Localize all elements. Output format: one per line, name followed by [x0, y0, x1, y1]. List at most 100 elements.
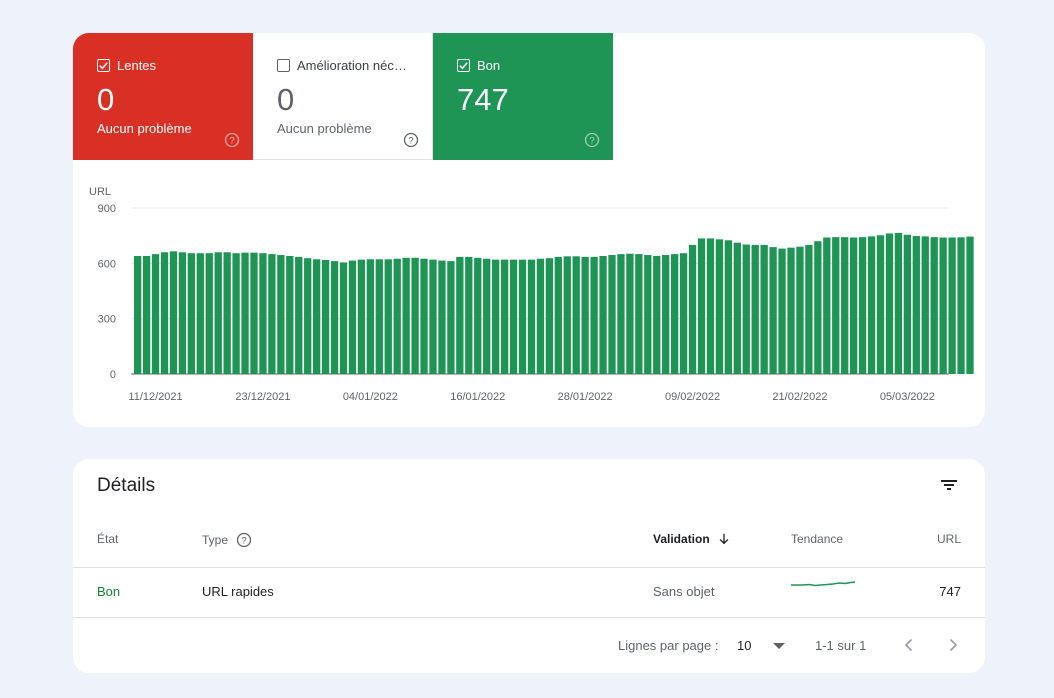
chart-bar[interactable]: 13/12/2021: 665: [170, 251, 177, 374]
rows-per-page-select[interactable]: 10: [737, 638, 785, 653]
chart-bar[interactable]: 05/02/2022: 640: [653, 256, 660, 374]
chart-bar[interactable]: 09/03/2022: 740: [940, 238, 947, 374]
chart-bar[interactable]: 04/02/2022: 645: [644, 255, 651, 374]
column-header-state[interactable]: État: [97, 532, 118, 546]
chart-bar[interactable]: 02/02/2022: 652: [626, 254, 633, 374]
chart-bar[interactable]: 22/12/2021: 658: [250, 253, 257, 374]
chart-bar[interactable]: 22/02/2022: 700: [805, 245, 812, 374]
chart-bar[interactable]: 25/12/2021: 645: [277, 255, 284, 374]
chart-bar[interactable]: 12/12/2021: 660: [161, 252, 168, 374]
chart-bar[interactable]: 09/02/2022: 700: [689, 245, 696, 374]
column-header-validation[interactable]: Validation: [653, 532, 731, 546]
chart-bar[interactable]: 12/01/2022: 615: [438, 261, 445, 374]
chart-bar[interactable]: 07/01/2022: 625: [394, 259, 401, 374]
chart-bar[interactable]: 28/12/2021: 628: [304, 258, 311, 374]
chart-bar[interactable]: 17/02/2022: 700: [761, 245, 768, 374]
chart-bar[interactable]: 11/02/2022: 735: [707, 238, 714, 374]
chart-bar[interactable]: 29/12/2021: 622: [313, 259, 320, 374]
chart-bar[interactable]: 10/02/2022: 735: [698, 238, 705, 374]
chart-bar[interactable]: 29/01/2022: 635: [590, 257, 597, 374]
chart-bar[interactable]: 06/03/2022: 748: [913, 236, 920, 374]
chart-bar[interactable]: 16/12/2021: 655: [197, 253, 204, 374]
chart-bar[interactable]: 24/12/2021: 650: [268, 254, 275, 374]
chart-bar[interactable]: 09/12/2021: 640: [134, 256, 141, 374]
chart-bar[interactable]: 01/02/2022: 650: [617, 254, 624, 374]
chart-bar[interactable]: 27/12/2021: 635: [295, 257, 302, 374]
chart-bar[interactable]: 18/01/2022: 620: [492, 260, 499, 374]
column-header-type[interactable]: Type ?: [202, 532, 252, 548]
chart-bar[interactable]: 08/03/2022: 742: [931, 237, 938, 374]
chart-bar[interactable]: 14/12/2021: 660: [179, 252, 186, 374]
chart-bar[interactable]: 11/01/2022: 620: [429, 260, 436, 374]
chart-bar[interactable]: 21/02/2022: 690: [796, 247, 803, 374]
chart-bar[interactable]: 11/12/2021: 650: [152, 254, 159, 374]
chart-bar[interactable]: 27/01/2022: 638: [573, 256, 580, 374]
chart-bar[interactable]: 15/01/2022: 635: [465, 257, 472, 374]
filter-icon[interactable]: [937, 473, 961, 497]
chart-bar[interactable]: 21/12/2021: 658: [241, 253, 248, 374]
chart-bar[interactable]: 28/01/2022: 635: [582, 257, 589, 374]
chart-bar[interactable]: 26/01/2022: 638: [564, 256, 571, 374]
chart-bar[interactable]: 03/03/2022: 762: [886, 233, 893, 374]
chart-bar[interactable]: 26/12/2021: 640: [286, 256, 293, 374]
chart-bar[interactable]: 27/02/2022: 740: [850, 238, 857, 374]
chart-bar[interactable]: 06/02/2022: 645: [662, 255, 669, 374]
chart-bar[interactable]: 30/12/2021: 618: [322, 260, 329, 374]
chart-bar[interactable]: 10/12/2021: 640: [143, 256, 150, 374]
next-page-chevron-icon[interactable]: [943, 635, 963, 655]
chart-bar[interactable]: 20/02/2022: 685: [787, 248, 794, 374]
chart-bar[interactable]: 16/02/2022: 700: [752, 245, 759, 374]
chart-bar[interactable]: 12/03/2022: 745: [966, 237, 973, 374]
chart-bar[interactable]: 02/01/2022: 615: [349, 261, 356, 374]
chart-bar[interactable]: 10/01/2022: 625: [420, 259, 427, 374]
chart-bar[interactable]: 17/12/2021: 655: [206, 253, 213, 374]
chart-bar[interactable]: 04/01/2022: 622: [367, 259, 374, 374]
chart-bar[interactable]: 01/03/2022: 746: [868, 236, 875, 374]
chart-bar[interactable]: 05/01/2022: 622: [376, 259, 383, 374]
chart-bar[interactable]: 24/02/2022: 740: [823, 238, 830, 374]
chart-bar[interactable]: 09/01/2022: 630: [411, 258, 418, 374]
chart-bar[interactable]: 07/03/2022: 746: [922, 236, 929, 374]
chart-bar[interactable]: 11/03/2022: 741: [957, 237, 964, 374]
chart-bar[interactable]: 16/01/2022: 630: [474, 258, 481, 374]
chart-bar[interactable]: 24/01/2022: 628: [546, 258, 553, 374]
chart-bar[interactable]: 18/12/2021: 660: [215, 252, 222, 374]
chart-bar[interactable]: 23/12/2021: 655: [259, 253, 266, 374]
chart-bar[interactable]: 15/12/2021: 655: [188, 253, 195, 374]
chart-bar[interactable]: 10/03/2022: 740: [948, 238, 955, 374]
chart-bar[interactable]: 31/12/2021: 612: [331, 261, 338, 374]
chart-bar[interactable]: 05/03/2022: 755: [904, 235, 911, 374]
help-icon[interactable]: ?: [236, 532, 252, 548]
chart-bar[interactable]: 23/01/2022: 625: [537, 259, 544, 374]
chart-bar[interactable]: 22/01/2022: 620: [528, 260, 535, 374]
chart-bar[interactable]: 26/02/2022: 742: [841, 237, 848, 374]
chart-bar[interactable]: 30/01/2022: 640: [599, 256, 606, 374]
chart-bar[interactable]: 21/01/2022: 620: [519, 260, 526, 374]
chart-bar[interactable]: 18/02/2022: 688: [769, 247, 776, 374]
chart-bar[interactable]: 20/01/2022: 620: [510, 260, 517, 374]
chart-bar[interactable]: 12/02/2022: 730: [716, 239, 723, 374]
column-header-urls[interactable]: URL: [937, 532, 961, 546]
chart-bar[interactable]: 15/02/2022: 702: [743, 245, 750, 374]
chart-bar[interactable]: 23/02/2022: 720: [814, 241, 821, 374]
chart-bar[interactable]: 13/02/2022: 725: [725, 240, 732, 374]
chart-bar[interactable]: 08/02/2022: 655: [680, 253, 687, 374]
chart-bar[interactable]: 07/02/2022: 650: [671, 254, 678, 374]
chart-bar[interactable]: 14/01/2022: 635: [456, 257, 463, 374]
chart-bar[interactable]: 01/01/2022: 605: [340, 262, 347, 374]
chart-bar[interactable]: 06/01/2022: 622: [385, 259, 392, 374]
chart-bar[interactable]: 04/03/2022: 765: [895, 233, 902, 374]
chart-bar[interactable]: 20/12/2021: 655: [232, 253, 239, 374]
chart-bar[interactable]: 28/02/2022: 742: [859, 237, 866, 374]
chart-bar[interactable]: 19/02/2022: 680: [778, 249, 785, 374]
chart-bar[interactable]: 17/01/2022: 625: [483, 259, 490, 374]
chart-bar[interactable]: 25/01/2022: 635: [555, 257, 562, 374]
chart-bar[interactable]: 19/01/2022: 620: [501, 260, 508, 374]
previous-page-chevron-icon[interactable]: [899, 635, 919, 655]
chart-bar[interactable]: 31/01/2022: 645: [608, 255, 615, 374]
chart-bar[interactable]: 13/01/2022: 612: [447, 261, 454, 374]
chart-bar[interactable]: 03/01/2022: 620: [358, 260, 365, 374]
chart-bar[interactable]: 08/01/2022: 630: [403, 258, 410, 374]
chart-bar[interactable]: 02/03/2022: 752: [877, 235, 884, 374]
chart-bar[interactable]: 25/02/2022: 742: [832, 237, 839, 374]
